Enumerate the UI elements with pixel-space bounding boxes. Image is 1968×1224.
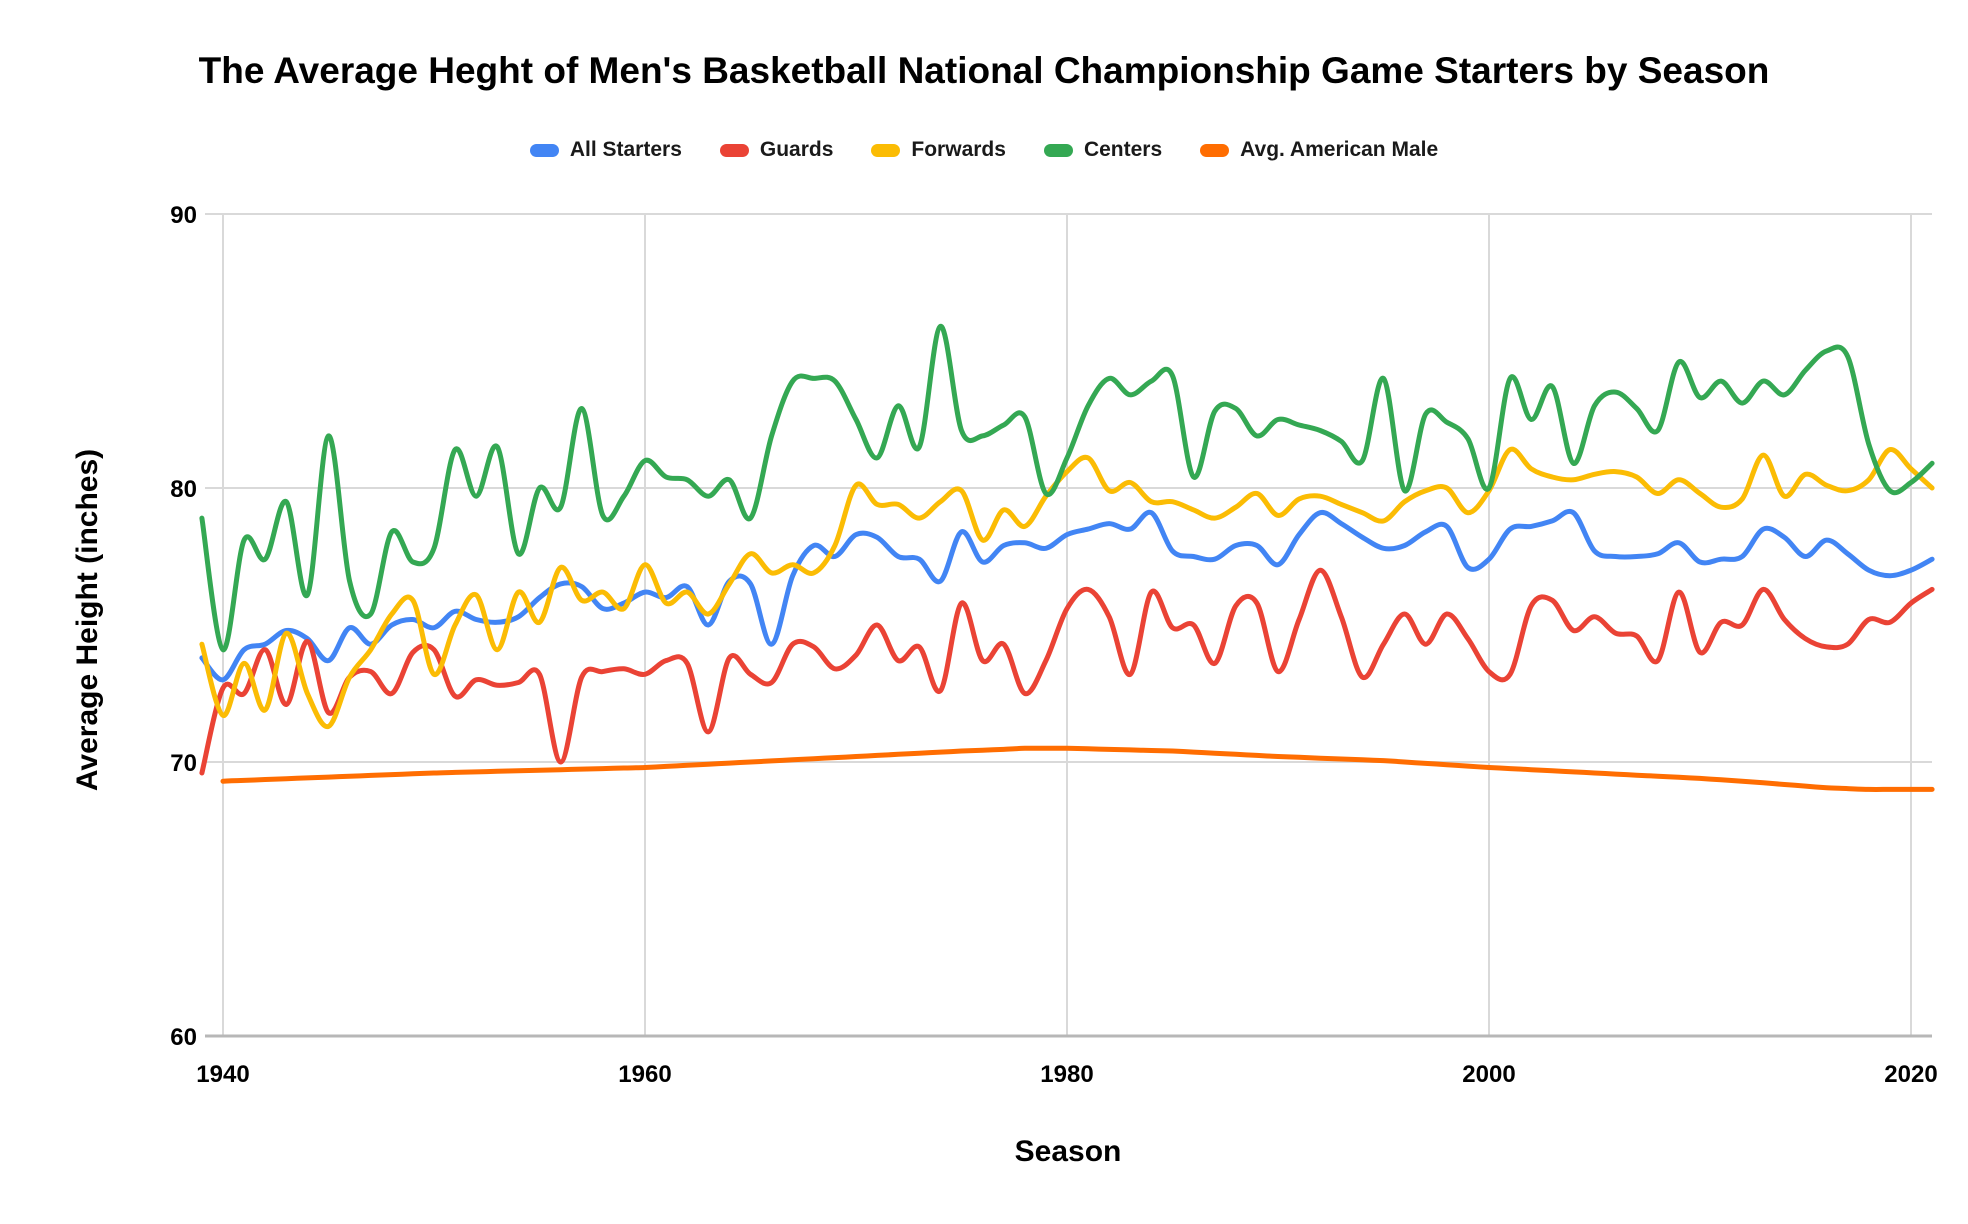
y-axis-labels: 60 70 80 90 (170, 202, 197, 1051)
legend-item-all-starters: All Starters (529, 138, 682, 162)
legend-swatch-all-starters (529, 143, 559, 157)
series-line-all-starters (199, 508, 1935, 683)
series-line-centers (199, 323, 1935, 653)
legend-swatch-centers (1043, 143, 1073, 157)
legend-item-centers: Centers (1043, 138, 1163, 162)
x-tick-label-1960: 1960 (618, 1061, 671, 1088)
legend-swatch-guards (719, 143, 749, 157)
y-tick-label-60: 60 (170, 1024, 197, 1051)
x-axis-labels: 1940 1960 1980 2000 2020 (196, 1061, 1937, 1088)
x-tick-label-1940: 1940 (196, 1061, 249, 1088)
gridlines (205, 213, 1932, 1038)
legend-label-guards: Guards (759, 138, 834, 161)
x-tick-label-1980: 1980 (1040, 1061, 1093, 1088)
legend-label-avg-american-male: Avg. American Male (1240, 138, 1439, 161)
x-tick-label-2000: 2000 (1462, 1061, 1515, 1088)
y-tick-label-70: 70 (170, 750, 197, 777)
series-line-avg-american-male (220, 745, 1935, 792)
legend: All Starters Guards Forwards Centers Avg. Am… (0, 138, 1968, 162)
y-tick-label-80: 80 (170, 476, 197, 503)
series-line-guards (199, 567, 1935, 776)
x-tick-label-2020: 2020 (1884, 1061, 1937, 1088)
legend-label-centers: Centers (1083, 138, 1163, 161)
legend-swatch-avg-american-male (1200, 143, 1230, 157)
legend-item-guards: Guards (719, 138, 834, 162)
legend-swatch-forwards (871, 143, 901, 157)
legend-item-forwards: Forwards (871, 138, 1006, 162)
legend-label-forwards: Forwards (911, 138, 1006, 161)
series-lines (199, 323, 1935, 792)
legend-label-all-starters: All Starters (569, 138, 682, 161)
chart-title: The Average Heght of Men's Basketball Na… (198, 50, 1770, 91)
x-axis-title: Season (1014, 1135, 1122, 1168)
y-tick-label-90: 90 (170, 202, 197, 229)
legend-item-avg-american-male: Avg. American Male (1200, 138, 1438, 162)
